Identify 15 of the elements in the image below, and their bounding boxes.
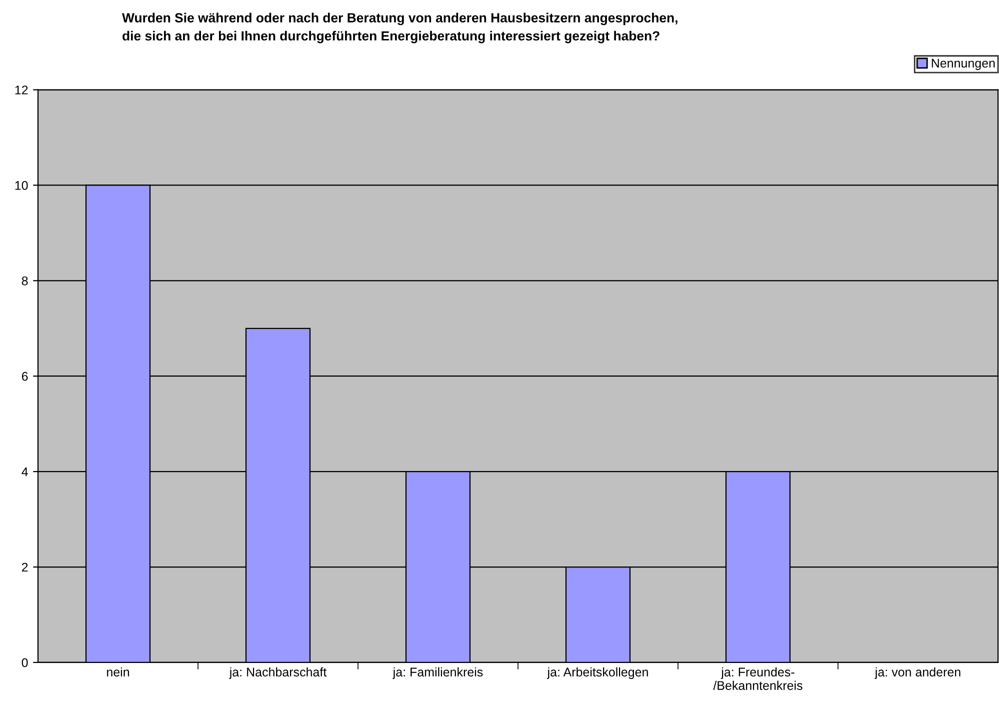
legend-label: Nennungen (932, 58, 995, 70)
x-tick-label: ja: von anderen (874, 667, 960, 679)
y-tick-label: 10 (15, 181, 28, 190)
y-tick-label: 2 (22, 562, 28, 572)
y-tick-label: 0 (22, 658, 28, 668)
y-tick-label: 4 (22, 467, 28, 476)
x-tick-label: ja: Familienkreis (392, 667, 483, 679)
y-tick-label: 8 (22, 276, 28, 286)
chart-title: Wurden Sie während oder nach der Beratung von anderen Hausbesitzern angesprochen, die sich an der bei Ihnen durchgeführten Energieberatung interessiert gezeigt haben? (122, 12, 678, 44)
x-tick-label: ja: Nachbarschaft (229, 667, 327, 679)
y-tick-label: 6 (22, 372, 28, 381)
x-tick-label: ja: Freundes- /Bekanntenkreis (713, 667, 802, 690)
x-tick-label: ja: Arbeitskollegen (546, 667, 648, 679)
y-tick-label: 12 (15, 86, 28, 94)
x-tick-label: nein (107, 667, 130, 677)
